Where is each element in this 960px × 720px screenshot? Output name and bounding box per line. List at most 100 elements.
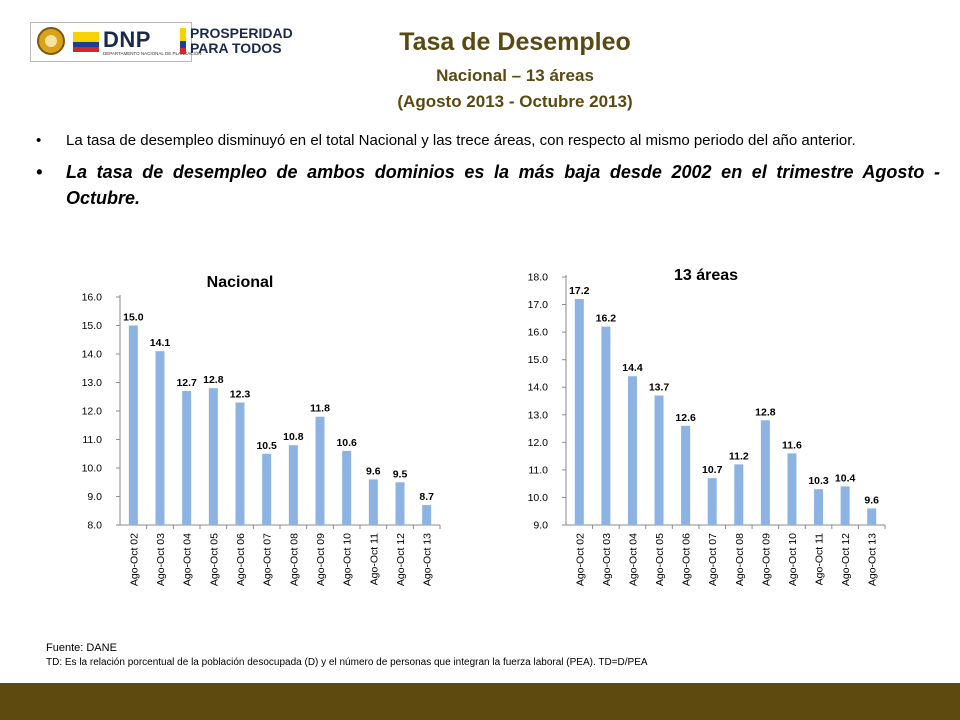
bar	[681, 425, 691, 525]
x-tick-label: Ago-Oct 04	[182, 533, 194, 586]
bullet-marker: •	[36, 162, 43, 182]
prosperidad-line1: PROSPERIDAD	[190, 25, 293, 41]
bar	[654, 395, 664, 525]
data-label: 10.4	[835, 472, 856, 484]
y-tick-label: 14.0	[82, 349, 103, 361]
y-tick-label: 12.0	[82, 406, 103, 418]
data-label: 12.6	[675, 412, 696, 424]
x-tick-label: Ago-Oct 11	[368, 533, 380, 585]
chart-nacional-svg: Nacional 8.0 9.0 10.0 11.0 12.0 13.0 14.0 15.0 16…	[82, 274, 441, 586]
bullet-item-1: • La tasa de desempleo disminuyó en el t…	[36, 131, 940, 151]
x-tick-label: Ago-Oct 03	[155, 533, 167, 586]
y-tick-label: 12.0	[528, 437, 549, 449]
page-period: (Agosto 2013 - Octubre 2013)	[397, 92, 633, 111]
y-tick-label: 9.0	[533, 520, 548, 532]
x-tick-label: Ago-Oct 10	[342, 533, 354, 586]
chart-title: 13 áreas	[674, 267, 738, 284]
x-tick-label: Ago-Oct 05	[654, 533, 666, 586]
x-tick-label: Ago-Oct 06	[681, 533, 693, 586]
prosperidad-line2: PARA TODOS	[190, 40, 282, 56]
bar	[262, 453, 272, 525]
y-tick-label: 16.0	[82, 292, 103, 304]
y-tick-label: 9.0	[87, 491, 102, 503]
page-title: Tasa de Desempleo	[399, 28, 631, 56]
data-label: 12.8	[203, 374, 224, 386]
x-tick-label: Ago-Oct 09	[760, 533, 772, 586]
y-tick-label: 13.0	[82, 377, 103, 389]
colombia-flag-icon	[73, 32, 99, 52]
bullet-marker: •	[36, 132, 42, 149]
x-tick-label: Ago-Oct 13	[422, 533, 434, 586]
y-tick-label: 18.0	[528, 272, 549, 284]
bar	[315, 416, 325, 525]
y-tick-label: 11.0	[528, 464, 548, 476]
bar	[867, 508, 877, 525]
bar	[760, 420, 770, 525]
data-label: 10.6	[336, 437, 357, 449]
x-tick-label: Ago-Oct 11	[814, 533, 826, 585]
data-label: 14.4	[622, 362, 643, 374]
x-tick-label: Ago-Oct 05	[208, 533, 220, 586]
header-logos: DNP DEPARTAMENTO NACIONAL DE PLANEACIÓN …	[30, 22, 300, 62]
bar	[235, 402, 245, 525]
data-label: 11.8	[310, 403, 330, 415]
bar	[368, 479, 378, 525]
bullet-text-1: La tasa de desempleo disminuyó en el tot…	[66, 132, 856, 149]
data-label: 14.1	[150, 337, 171, 349]
data-label: 9.6	[366, 465, 381, 477]
x-tick-label: Ago-Oct 09	[315, 533, 327, 586]
chart-13-areas-svg: 13 áreas 9.0 10.0 11.0 12.0 13.0 14.0 15.0 16.0 1…	[528, 267, 886, 586]
data-label: 9.5	[393, 468, 408, 480]
chart-nacional: Nacional 8.0 9.0 10.0 11.0 12.0 13.0 14.0 15.0 16…	[70, 260, 450, 610]
x-tick-label: Ago-Oct 06	[235, 533, 247, 586]
dnp-logo: DNP DEPARTAMENTO NACIONAL DE PLANEACIÓN	[30, 22, 202, 62]
data-label: 10.7	[702, 464, 723, 476]
bar	[734, 464, 744, 525]
x-tick-label: Ago-Oct 08	[288, 533, 300, 586]
x-tick-label: Ago-Oct 07	[262, 533, 274, 586]
bullet-list: • La tasa de desempleo disminuyó en el t…	[36, 131, 940, 211]
bar	[128, 325, 138, 525]
y-tick-label: 16.0	[528, 327, 549, 339]
y-tick-label: 10.0	[528, 492, 549, 504]
source-note: Fuente: DANE	[46, 642, 117, 654]
bar	[182, 391, 192, 525]
page-subtitle: Nacional – 13 áreas	[436, 66, 594, 85]
bar	[814, 489, 824, 525]
bar	[288, 445, 298, 525]
dnp-logo-subtitle: DEPARTAMENTO NACIONAL DE PLANEACIÓN	[103, 51, 202, 56]
x-tick-label: Ago-Oct 04	[627, 533, 639, 586]
chart-title: Nacional	[207, 274, 274, 291]
definition-note: TD: Es la relación porcentual de la pobl…	[46, 657, 648, 668]
bar	[208, 388, 218, 525]
data-label: 12.3	[230, 388, 251, 400]
bar	[342, 450, 352, 525]
x-tick-label: Ago-Oct 13	[867, 533, 879, 586]
bar	[787, 453, 797, 525]
y-tick-label: 13.0	[528, 409, 549, 421]
data-label: 12.8	[755, 406, 776, 418]
y-tick-label: 15.0	[528, 354, 549, 366]
x-tick-label: Ago-Oct 07	[707, 533, 719, 586]
dnp-logo-text: DNP	[103, 27, 151, 52]
y-tick-label: 15.0	[82, 320, 103, 332]
data-label: 10.3	[808, 475, 829, 487]
bar	[395, 482, 405, 525]
bar	[422, 505, 432, 525]
prosperidad-logo: PROSPERIDAD PARA TODOS	[190, 26, 293, 56]
bar	[627, 376, 637, 525]
data-label: 8.7	[419, 491, 434, 503]
x-tick-label: Ago-Oct 10	[787, 533, 799, 586]
bar	[840, 486, 850, 525]
bar	[155, 351, 165, 525]
y-tick-label: 17.0	[528, 299, 549, 311]
bullet-text-2: La tasa de desempleo de ambos dominios e…	[66, 162, 940, 208]
data-label: 10.5	[256, 440, 277, 452]
chart-13-areas: 13 áreas 9.0 10.0 11.0 12.0 13.0 14.0 15.0 16.0 1…	[515, 260, 895, 610]
data-label: 15.0	[123, 312, 144, 324]
data-label: 11.6	[782, 439, 802, 451]
data-label: 13.7	[649, 381, 670, 393]
x-tick-label: Ago-Oct 03	[601, 533, 613, 586]
bar	[601, 326, 611, 525]
data-label: 12.7	[176, 377, 197, 389]
